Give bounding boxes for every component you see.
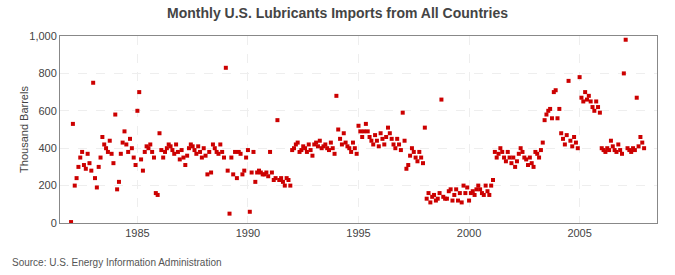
svg-text:1,000: 1,000 <box>29 30 57 42</box>
svg-text:2000: 2000 <box>457 227 481 239</box>
svg-text:600: 600 <box>38 105 56 117</box>
svg-text:0: 0 <box>51 217 57 229</box>
svg-text:Thousand Barrels: Thousand Barrels <box>18 86 30 173</box>
svg-text:1995: 1995 <box>346 227 370 239</box>
svg-text:400: 400 <box>38 142 56 154</box>
svg-text:200: 200 <box>38 179 56 191</box>
svg-text:1990: 1990 <box>236 227 260 239</box>
svg-text:800: 800 <box>38 67 56 79</box>
svg-text:2005: 2005 <box>567 227 591 239</box>
svg-text:Source: U.S. Energy Informatio: Source: U.S. Energy Information Administ… <box>12 257 222 268</box>
svg-text:1985: 1985 <box>125 227 149 239</box>
svg-text:Monthly U.S. Lubricants Import: Monthly U.S. Lubricants Imports from All… <box>167 5 508 21</box>
